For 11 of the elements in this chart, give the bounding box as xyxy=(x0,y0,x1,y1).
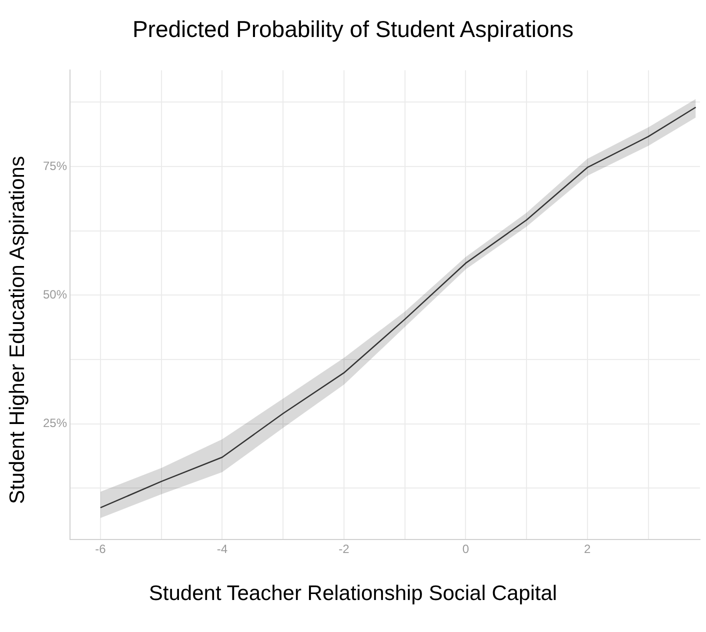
y-tick-label: 75% xyxy=(42,158,68,173)
chart-title: Predicted Probability of Student Aspirations xyxy=(131,16,575,43)
y-tick-label: 50% xyxy=(42,287,68,302)
y-axis-title: Student Higher Education Aspirations xyxy=(6,156,30,504)
x-tick-label: 2 xyxy=(584,542,592,556)
x-tick-label: -4 xyxy=(216,542,228,556)
x-tick-label: -6 xyxy=(95,542,106,556)
x-axis-title: Student Teacher Relationship Social Capital xyxy=(148,582,558,606)
y-tick-label: 25% xyxy=(42,416,68,430)
x-tick-label: 0 xyxy=(462,542,470,556)
x-tick-label: -2 xyxy=(338,542,350,556)
